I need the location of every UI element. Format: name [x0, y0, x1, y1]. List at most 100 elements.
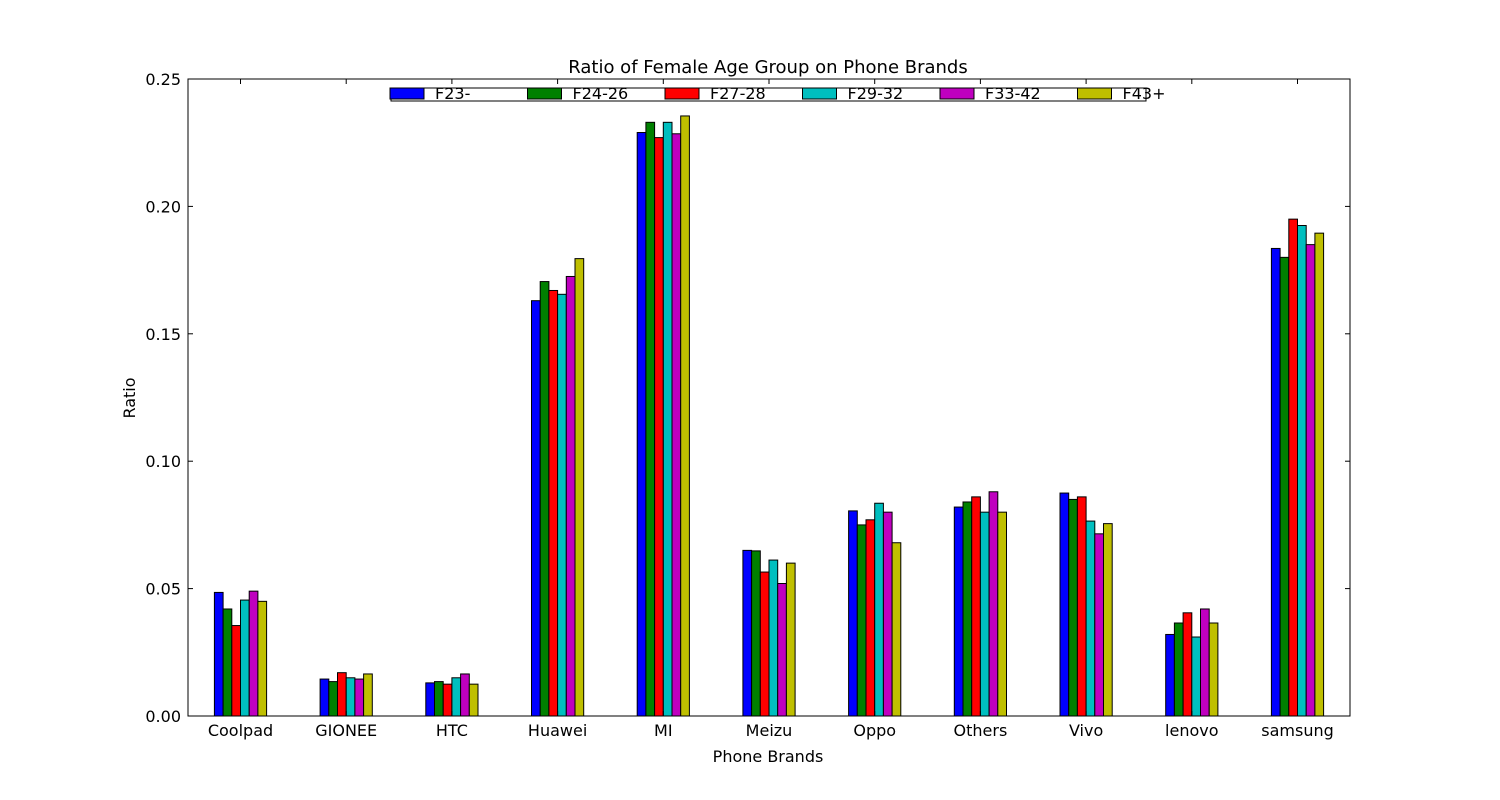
x-tick-label: HTC	[436, 721, 468, 740]
bar-F23--Others	[953, 506, 964, 717]
series-F33-42	[248, 133, 1316, 717]
x-tick-label: Oppo	[853, 721, 896, 740]
x-axis-label: Phone Brands	[713, 747, 824, 766]
bar-F33-42-samsung	[1305, 244, 1316, 717]
series-F24-26	[222, 121, 1290, 717]
bar-F24-26-Oppo	[856, 524, 867, 717]
bar-F33-42-lenovo	[1200, 608, 1210, 717]
y-tick-label: 0.25	[145, 70, 181, 89]
bar-F23--Vivo	[1059, 492, 1070, 717]
legend-label-F33-42: F33-42	[985, 84, 1041, 103]
bar-F29-32-Meizu	[768, 559, 779, 717]
bar-F43+-Others	[997, 511, 1007, 717]
bar-F23--Meizu	[742, 549, 753, 717]
x-tick-label: Vivo	[1069, 721, 1103, 740]
bar-F23--samsung	[1270, 247, 1281, 717]
bar-F23--GIONEE	[319, 678, 330, 717]
bar-F23--HTC	[425, 682, 435, 717]
bar-F29-32-HTC	[451, 677, 462, 717]
legend-label-F24-26: F24-26	[573, 84, 629, 103]
bar-F24-26-Others	[962, 501, 973, 717]
legend-label-F23-: F23-	[435, 84, 470, 103]
bar-F27-28-lenovo	[1182, 612, 1193, 717]
bar-F33-42-Others	[988, 491, 999, 717]
series-F43+	[257, 115, 1325, 717]
bar-F33-42-Meizu	[777, 583, 787, 717]
bar-F27-28-HTC	[442, 683, 453, 717]
series-F27-28	[231, 137, 1299, 717]
bar-F29-32-lenovo	[1191, 636, 1202, 717]
bar-F43+-MI	[680, 115, 690, 717]
bar-F33-42-HTC	[460, 673, 470, 717]
axes-layer: 0.00 0.05 0.10 0.15 0.20 0.25 Coolpad GIONEE HTC…	[145, 70, 1351, 740]
bar-F29-32-Vivo	[1085, 520, 1096, 717]
y-tick-label: 0.00	[145, 707, 181, 726]
bar-F27-28-Meizu	[759, 571, 770, 717]
x-tick-label: samsung	[1261, 721, 1334, 740]
bar-F43+-Huawei	[574, 258, 585, 717]
bar-F27-28-Oppo	[865, 519, 876, 717]
bar-F27-28-Huawei	[548, 289, 559, 717]
bar-F33-42-Huawei	[565, 275, 576, 717]
bar-F24-26-lenovo	[1173, 622, 1184, 717]
bar-F24-26-MI	[645, 121, 656, 717]
bar-F24-26-samsung	[1279, 256, 1290, 717]
legend-label-F27-28: F27-28	[710, 84, 766, 103]
bar-F27-28-samsung	[1288, 218, 1299, 717]
bar-F43+-HTC	[468, 683, 479, 717]
bar-F29-32-Coolpad	[240, 599, 250, 717]
bar-F23--Huawei	[531, 300, 541, 717]
chart-title: Ratio of Female Age Group on Phone Brand…	[568, 57, 967, 78]
bar-F24-26-Huawei	[539, 281, 550, 717]
x-tick-label: lenovo	[1165, 721, 1218, 740]
legend-swatch-F33-42	[939, 87, 975, 100]
bar-F27-28-Others	[971, 496, 981, 717]
bar-F24-26-Vivo	[1068, 498, 1078, 717]
legend-swatch-F43+	[1077, 87, 1112, 100]
y-axis-label: Ratio	[120, 377, 139, 418]
bar-F43+-Vivo	[1103, 523, 1113, 717]
legend-label-F43+: F43+	[1123, 84, 1166, 103]
x-tick-label: GIONEE	[315, 721, 377, 740]
legend-swatch-F27-28	[664, 87, 700, 100]
y-tick-label: 0.20	[145, 197, 181, 216]
bar-F24-26-HTC	[434, 681, 444, 717]
legend: F23- F24-26 F27-28 F29-32 F33-42 F43+	[389, 84, 1166, 103]
bar-F29-32-GIONEE	[345, 677, 356, 717]
bar-F29-32-MI	[662, 121, 673, 717]
bar-F43+-Coolpad	[257, 600, 268, 717]
legend-swatch-F23-	[389, 87, 425, 100]
bar-F33-42-GIONEE	[354, 678, 365, 717]
bar-F33-42-MI	[671, 133, 682, 717]
legend-label-F29-32: F29-32	[848, 84, 904, 103]
bar-F23--MI	[636, 132, 647, 717]
bar-F33-42-Vivo	[1094, 533, 1105, 717]
bar-F43+-GIONEE	[363, 673, 373, 717]
y-tick-label: 0.05	[145, 580, 181, 599]
y-tick-label: 0.10	[145, 452, 181, 471]
bar-F29-32-samsung	[1297, 225, 1307, 717]
bar-F29-32-Huawei	[557, 293, 567, 717]
bars-layer	[213, 115, 1325, 717]
bar-F33-42-Oppo	[882, 511, 893, 717]
bar-F23--Coolpad	[213, 591, 224, 717]
series-F23-	[213, 132, 1281, 717]
bar-F43+-Meizu	[785, 562, 796, 717]
x-tick-label: Coolpad	[208, 721, 273, 740]
bar-F27-28-Coolpad	[231, 625, 242, 717]
x-tick-label: Meizu	[746, 721, 793, 740]
series-F29-32	[240, 121, 1307, 717]
bar-F27-28-Vivo	[1076, 496, 1087, 717]
bar-F43+-samsung	[1314, 232, 1325, 717]
bar-F43+-lenovo	[1208, 622, 1219, 717]
bar-F29-32-Others	[979, 511, 990, 717]
y-tick-label: 0.15	[145, 325, 181, 344]
bar-F33-42-Coolpad	[248, 590, 259, 717]
x-tick-label: Others	[954, 721, 1008, 740]
x-tick-label: MI	[654, 721, 673, 740]
legend-swatch-F29-32	[802, 87, 837, 100]
x-tick-label: Huawei	[528, 721, 587, 740]
bar-F23--lenovo	[1165, 633, 1175, 717]
